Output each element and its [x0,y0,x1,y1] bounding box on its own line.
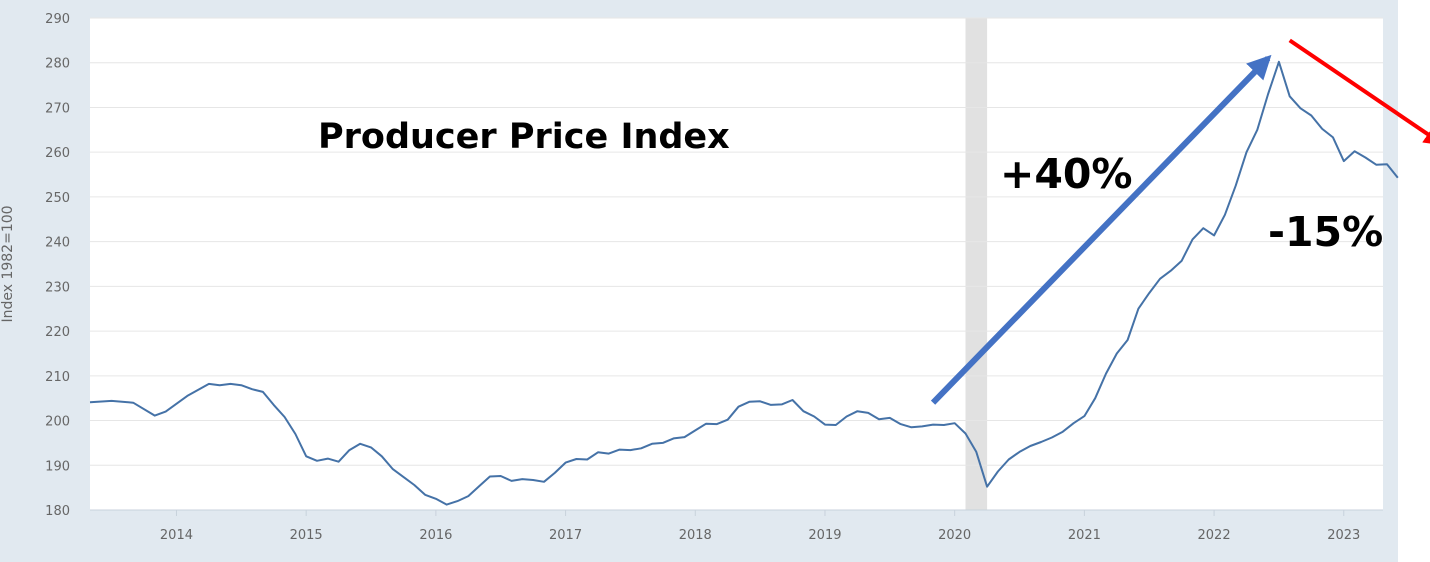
y-tick-label: 280 [45,57,70,72]
y-tick-label: 220 [45,325,70,340]
recession-band-group [965,18,988,510]
y-tick-label: 250 [45,191,70,206]
y-tick-label: 290 [45,12,70,27]
x-tick-labels: 2014 2015 2016 2017 2018 2019 2020 2021 2022 2023 [160,510,1360,543]
recession-band [965,18,988,510]
gridlines [90,17,1383,511]
fall-percentage-label: -15% [1268,208,1383,256]
y-tick-label: 270 [45,101,70,116]
x-tick-label: 2017 [549,528,582,543]
y-axis-title: Index 1982=100 [0,205,16,322]
y-tick-label: 210 [45,370,70,385]
x-tick-label: 2020 [938,528,971,543]
y-tick-label: 260 [45,146,70,161]
rise-arrow [930,54,1272,405]
y-tick-label: 240 [45,236,70,251]
plot-area [90,18,1383,510]
y-tick-label: 180 [45,504,70,519]
x-tick-label: 2023 [1327,528,1360,543]
y-tick-label: 190 [45,459,70,474]
y-tick-labels: 180 190 200 210 220 230 240 250 260 270 280 290 [45,12,70,519]
x-tick-label: 2016 [419,528,452,543]
y-tick-label: 230 [45,280,70,295]
rise-percentage-label: +40% [1000,150,1133,198]
x-tick-label: 2019 [808,528,841,543]
chart-annotation-title: Producer Price Index [318,117,730,157]
x-tick-label: 2015 [290,528,323,543]
x-tick-label: 2021 [1068,528,1101,543]
x-tick-label: 2018 [679,528,712,543]
x-tick-label: 2022 [1198,528,1231,543]
fall-arrow [1288,38,1430,146]
series-line-ppi [89,60,1399,506]
x-tick-label: 2014 [160,528,193,543]
y-tick-label: 200 [45,415,70,430]
